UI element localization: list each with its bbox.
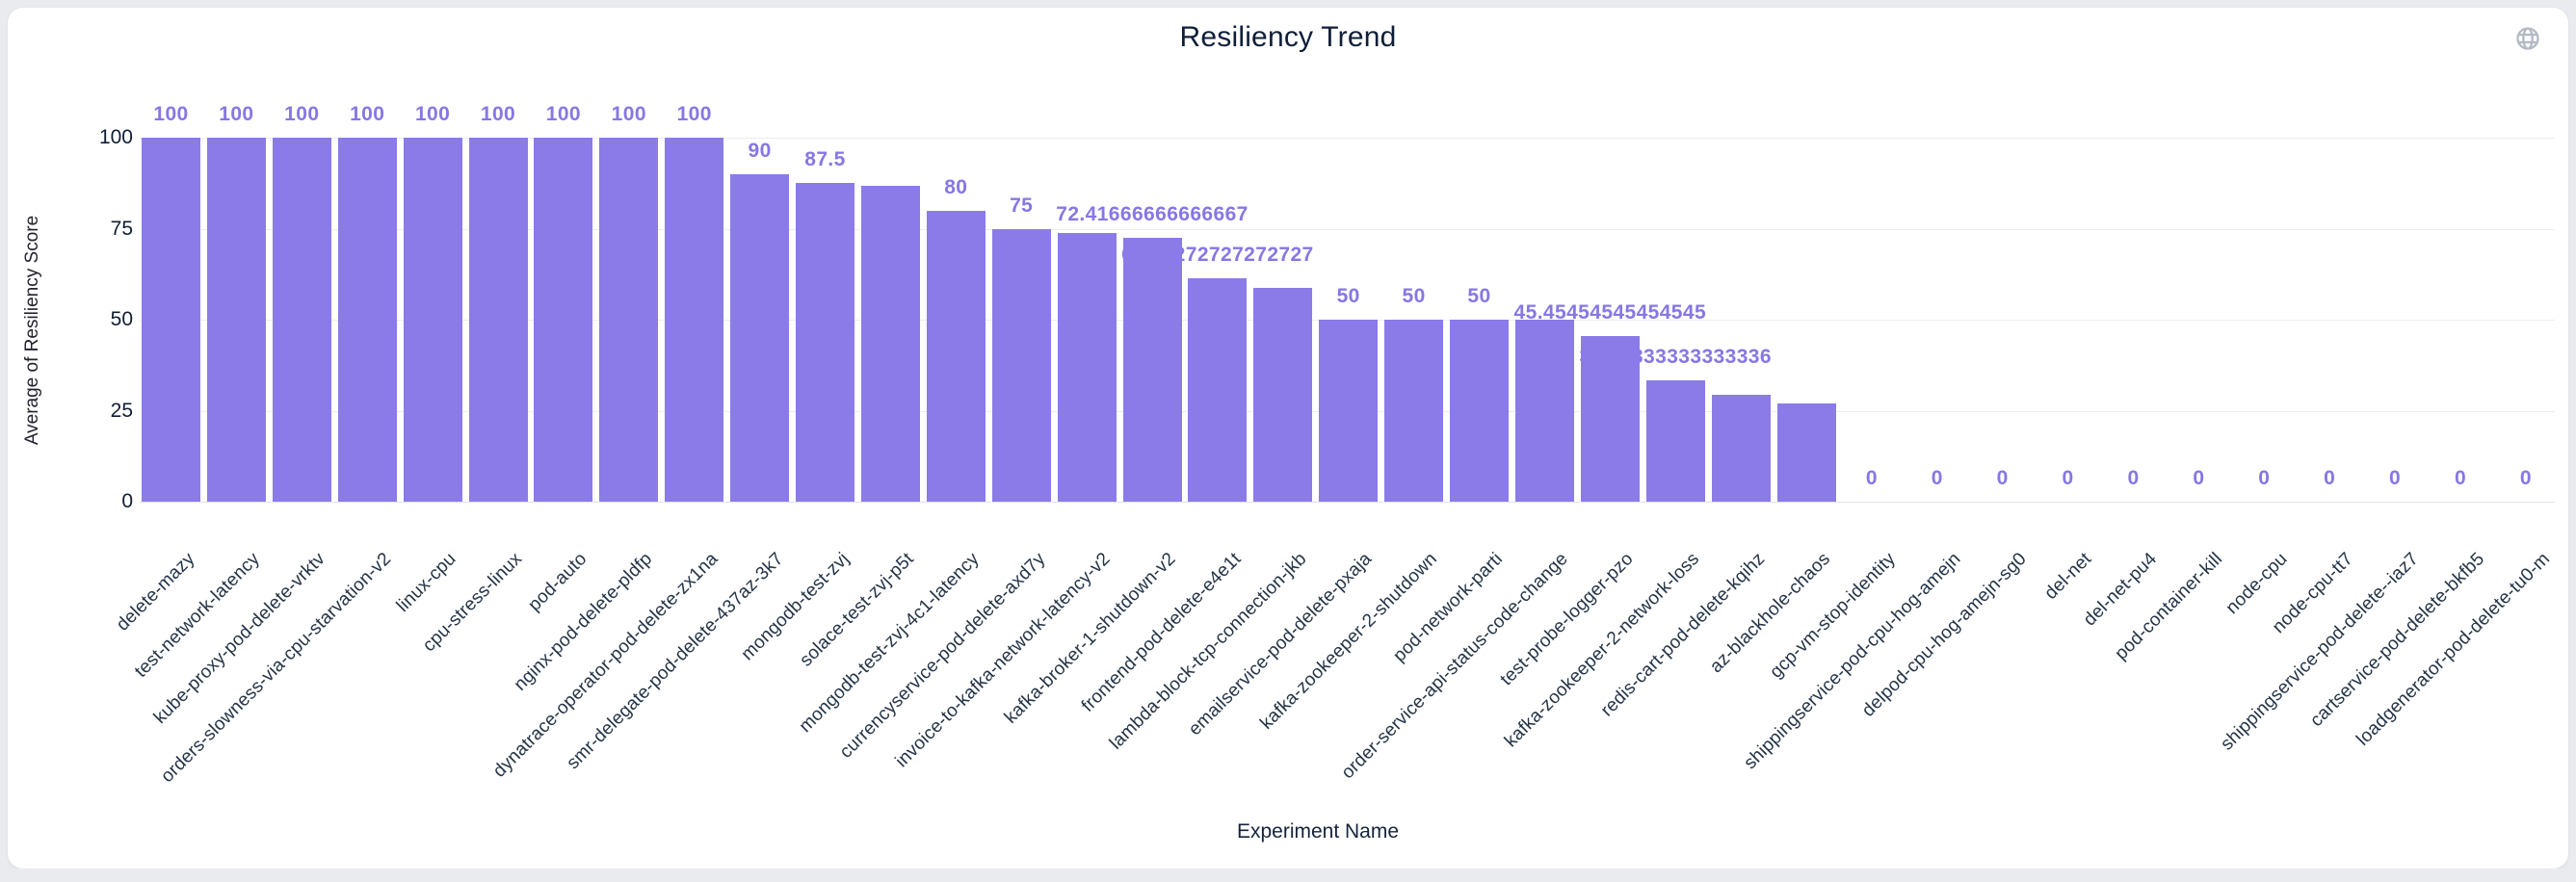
bar[interactable] (730, 173, 790, 502)
bar[interactable] (1319, 320, 1379, 502)
bar[interactable] (796, 183, 854, 502)
bar-value-label: 87.5 (804, 148, 846, 171)
bar-value-label: 50 (1402, 285, 1426, 307)
bar-value-label: 0 (1931, 467, 1943, 489)
bar-value-label: 100 (350, 103, 385, 125)
bar[interactable] (272, 138, 331, 502)
bar-value-label: 50 (1336, 285, 1360, 307)
bar-value-label: 50 (1467, 285, 1491, 307)
bar-value-label: 0 (2389, 467, 2402, 489)
bar[interactable] (860, 185, 920, 502)
bar-value-label: 80 (944, 175, 968, 198)
x-axis-label: az-blackhole-chaos (1705, 549, 1834, 678)
page-background-strip (0, 869, 2576, 882)
x-axis-label: orders-slowness-via-cpu-starvation-v2 (156, 549, 396, 788)
bar[interactable] (1776, 403, 1836, 502)
bar-value-label: 90 (748, 139, 772, 162)
bar-value-label: 0 (2324, 467, 2336, 489)
bar-value-label: 100 (414, 103, 451, 125)
bar[interactable] (1514, 320, 1574, 502)
bar-value-label: 100 (219, 103, 254, 125)
bar[interactable] (337, 138, 397, 502)
y-tick-label: 0 (121, 490, 133, 512)
y-tick-label: 75 (110, 217, 133, 240)
bar-value-label: 45.45454545454545 (1513, 301, 1707, 324)
globe-icon (2514, 25, 2541, 52)
bar-value-label: 0 (1865, 467, 1878, 489)
bar[interactable] (1384, 320, 1444, 502)
x-axis-label: pod-auto (524, 549, 591, 616)
bar[interactable] (1580, 336, 1640, 502)
bar[interactable] (1122, 238, 1182, 502)
bar[interactable] (1057, 233, 1117, 502)
bar[interactable] (665, 138, 724, 502)
y-tick-label: 25 (110, 399, 133, 422)
bar[interactable] (468, 138, 528, 502)
bar[interactable] (599, 138, 659, 502)
bar-value-label: 0 (2258, 467, 2271, 489)
x-axis-label: gcp-vm-stop-identity (1766, 549, 1900, 683)
x-axis-label: solace-test-zvj-p5t (796, 549, 919, 671)
chart-title: Resiliency Trend (1179, 21, 1397, 53)
x-axis-label: linux-cpu (393, 549, 460, 616)
bar-value-label: 100 (611, 103, 646, 125)
bar-value-label: 100 (545, 103, 582, 125)
bar-value-label: 0 (2127, 467, 2140, 489)
resiliency-trend-card: Resiliency Trend Average of Resiliency S… (8, 8, 2568, 869)
bar[interactable] (206, 138, 266, 502)
y-tick-label: 100 (98, 126, 133, 148)
bar-value-label: 100 (676, 103, 712, 125)
bar[interactable] (1253, 288, 1313, 502)
bar[interactable] (991, 228, 1051, 502)
y-tick-label: 50 (110, 308, 133, 330)
bar[interactable] (1645, 380, 1705, 502)
bar[interactable] (926, 210, 986, 502)
bar-value-label: 0 (1996, 467, 2009, 489)
bar[interactable] (534, 138, 593, 502)
bar-value-label: 0 (2193, 467, 2205, 489)
gridline (140, 502, 2555, 503)
bar[interactable] (1188, 278, 1248, 502)
bar-value-label: 100 (284, 103, 320, 125)
bar-value-label: 0 (2519, 467, 2532, 489)
bar-chart-plot: 0 25 50 75 100 100 100 100 100 100 100 100 100 100 90 8… (8, 8, 2568, 869)
x-axis-label: del-net (2040, 549, 2096, 604)
gridline (140, 228, 2555, 230)
bar-value-label: 75 (1010, 194, 1034, 217)
bar-value-label: 72.41666666666667 (1056, 203, 1249, 226)
x-axis-title: Experiment Name (1236, 820, 1400, 843)
bar-value-label: 100 (480, 103, 516, 125)
x-axis-label: test-network-latency (131, 549, 265, 682)
bar[interactable] (1711, 395, 1771, 502)
bar[interactable] (1450, 320, 1509, 502)
bar[interactable] (142, 138, 200, 502)
gridline (140, 138, 2555, 139)
bar-value-label: 0 (2062, 467, 2074, 489)
bar[interactable] (403, 138, 462, 502)
bar-value-label: 100 (153, 103, 189, 125)
bar-value-label: 0 (2454, 467, 2467, 489)
